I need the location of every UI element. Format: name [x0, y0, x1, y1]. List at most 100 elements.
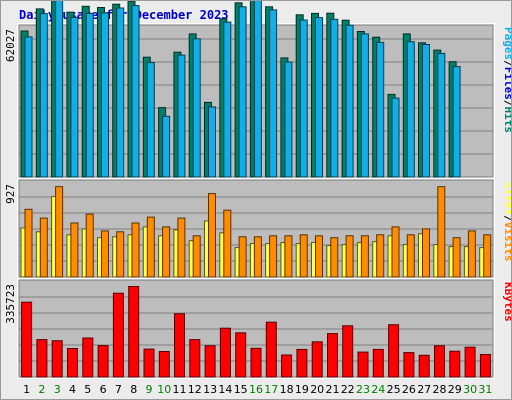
bar-visits	[238, 236, 247, 278]
bar-kbytes	[372, 348, 384, 378]
bar-visits	[467, 230, 476, 278]
day-label: 24	[371, 383, 385, 396]
bar-kbytes	[219, 327, 231, 378]
bar-visits	[422, 228, 430, 278]
bar-files	[376, 41, 385, 178]
day-label: 6	[100, 383, 107, 396]
bar-kbytes	[250, 347, 262, 378]
day-label: 2	[38, 383, 45, 396]
bar-kbytes	[464, 346, 476, 378]
bar-visits	[131, 222, 140, 278]
bar-kbytes	[311, 341, 323, 378]
bar-files	[85, 12, 94, 178]
bar-kbytes	[281, 354, 293, 378]
bar-kbytes	[143, 348, 155, 378]
bar-visits	[452, 237, 461, 278]
day-label: 13	[203, 383, 217, 396]
bar-visits	[376, 234, 385, 278]
bar-visits	[437, 186, 446, 278]
bar-files	[315, 17, 323, 178]
legend-separator: /	[502, 215, 511, 222]
bar-kbytes	[342, 325, 354, 378]
bar-files	[177, 54, 186, 178]
bar-files	[345, 24, 354, 178]
bar-kbytes	[235, 332, 247, 378]
bar-files	[452, 66, 461, 178]
bar-kbytes	[51, 340, 63, 378]
day-label: 25	[387, 383, 401, 396]
day-label: 8	[130, 383, 137, 396]
bar-kbytes	[21, 301, 33, 378]
bar-files	[146, 62, 155, 178]
day-label: 20	[310, 383, 324, 396]
legend-visits: Visits	[502, 222, 511, 262]
day-label: 30	[463, 383, 477, 396]
day-label: 14	[218, 383, 232, 396]
day-label: 22	[341, 383, 355, 396]
bar-kbytes	[418, 354, 430, 378]
bar-visits	[116, 231, 125, 278]
legend-files: Files	[502, 67, 511, 100]
day-label: 28	[433, 383, 447, 396]
day-label: 23	[356, 383, 370, 396]
bar-visits	[162, 226, 171, 278]
day-label: 10	[157, 383, 171, 396]
day-label: 7	[115, 383, 122, 396]
bar-kbytes	[97, 345, 109, 378]
day-label: 17	[264, 383, 278, 396]
bar-visits	[345, 235, 354, 278]
legend-separator: /	[502, 100, 511, 107]
bar-files	[70, 16, 79, 178]
day-label: 18	[280, 383, 294, 396]
bar-visits	[177, 217, 186, 278]
bar-files	[269, 9, 278, 178]
day-label: 4	[69, 383, 76, 396]
day-label: 26	[402, 383, 416, 396]
bar-visits	[101, 230, 109, 278]
bar-kbytes	[265, 321, 277, 378]
bar-files	[391, 97, 400, 178]
legend-sites-visits: Sites/Visits	[502, 182, 511, 262]
bar-visits	[406, 234, 415, 278]
legend-kbytes: KBytes	[502, 282, 511, 322]
legend-pages: Pages	[502, 27, 511, 60]
bar-files	[116, 7, 125, 178]
bar-files	[422, 44, 430, 178]
bar-visits	[269, 235, 278, 278]
bar-kbytes	[174, 313, 185, 378]
day-label: 19	[295, 383, 309, 396]
bar-visits	[299, 234, 308, 278]
bar-visits	[192, 235, 201, 278]
bar-visits	[253, 236, 262, 278]
bar-visits	[360, 235, 369, 278]
bar-visits	[55, 186, 64, 278]
day-label: 11	[173, 383, 187, 396]
bar-visits	[483, 234, 492, 278]
day-label: 1	[23, 383, 30, 396]
bar-files	[192, 38, 201, 178]
bar-files	[101, 12, 109, 178]
legend-hits: Hits	[502, 107, 511, 134]
day-label: 31	[478, 383, 492, 396]
bar-kbytes	[479, 354, 491, 378]
bar-files	[223, 21, 232, 178]
bar-kbytes	[158, 351, 170, 378]
bar-kbytes	[36, 339, 48, 378]
bar-files	[253, 1, 262, 178]
bar-visits	[315, 235, 323, 278]
bar-files	[24, 36, 33, 178]
day-label: 9	[146, 383, 153, 396]
day-label: 15	[234, 383, 248, 396]
bar-kbytes	[327, 333, 338, 378]
bar-files	[284, 61, 293, 178]
bar-files	[39, 13, 48, 178]
bar-files	[360, 33, 369, 178]
bar-visits	[284, 235, 293, 278]
bar-visits	[39, 217, 48, 278]
bar-visits	[330, 237, 339, 278]
max-label-sites-visits: 927	[4, 184, 17, 204]
bar-visits	[24, 208, 33, 278]
bar-visits	[85, 213, 94, 278]
